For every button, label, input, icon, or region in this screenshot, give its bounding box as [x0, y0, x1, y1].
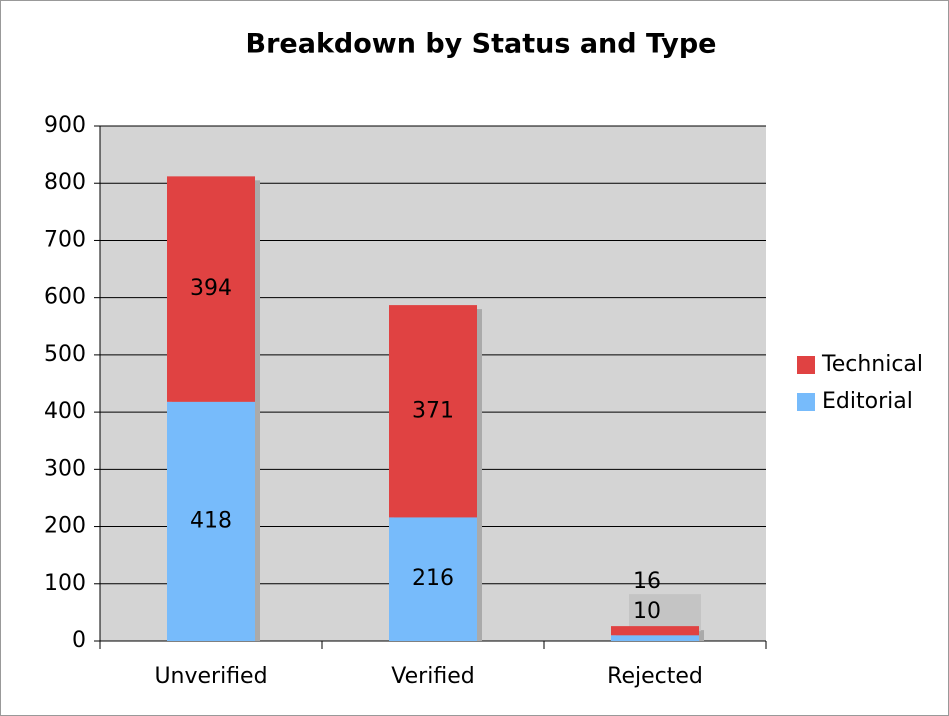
y-tick-label: 900 — [44, 113, 86, 138]
y-tick-label: 500 — [44, 342, 86, 367]
bar-segment — [167, 401, 255, 641]
data-label: 418 — [190, 508, 232, 533]
y-tick-label: 400 — [44, 399, 86, 424]
x-tick-label: Verified — [391, 664, 474, 689]
bar-segment — [611, 626, 699, 636]
data-label: 10 — [633, 599, 661, 624]
y-tick-label: 0 — [72, 628, 86, 653]
data-label: 16 — [633, 569, 661, 594]
data-label: 371 — [412, 398, 454, 423]
y-tick-label: 300 — [44, 456, 86, 481]
y-tick-label: 800 — [44, 170, 86, 195]
data-label: 216 — [412, 566, 454, 591]
chart-title: Breakdown by Status and Type — [246, 29, 717, 60]
data-label: 394 — [190, 276, 232, 301]
y-tick-label: 200 — [44, 514, 86, 539]
x-tick-label: Rejected — [607, 664, 703, 689]
legend-swatch — [797, 393, 815, 411]
y-tick-label: 100 — [44, 571, 86, 596]
legend-label: Technical — [821, 352, 923, 377]
bar-segment — [389, 517, 477, 641]
legend-label: Editorial — [822, 389, 913, 414]
bar-segment — [167, 176, 255, 402]
y-tick-label: 700 — [44, 227, 86, 252]
bar-segment — [611, 635, 699, 641]
x-tick-label: Unverified — [154, 664, 267, 689]
legend-swatch — [797, 356, 815, 374]
y-tick-label: 600 — [44, 285, 86, 310]
bar-segment — [389, 305, 477, 518]
label-box — [629, 594, 701, 632]
